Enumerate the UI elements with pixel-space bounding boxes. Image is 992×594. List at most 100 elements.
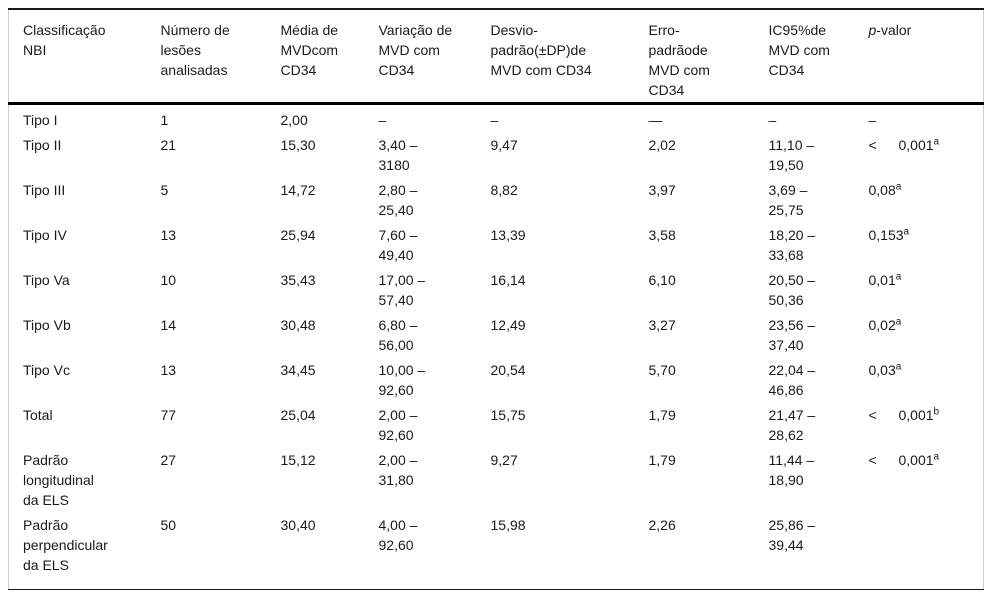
cell-classificacao: Tipo II	[23, 137, 62, 153]
cell-desvio: 9,27	[490, 452, 518, 468]
table-row: Tipo Vb 14 30,48 6,80 – 56,00 12,49 3,27 23,56…	[9, 313, 984, 358]
cell-variacao: 3,40 – 3180	[378, 137, 418, 173]
cell-media: 15,12	[280, 452, 316, 468]
p-value-text: 0,01	[868, 272, 896, 288]
cell-media: 25,04	[280, 407, 316, 423]
table-row: Padrão longitudinal da ELS 27 15,12 2,00 – …	[9, 448, 984, 513]
cell-erro: 5,70	[648, 362, 676, 378]
cell-variacao: –	[378, 112, 387, 128]
header-erro-padrao: Erro- padrãode MVD com CD34	[634, 9, 755, 105]
p-value-text: 0,08	[868, 182, 896, 198]
less-than-sign: <	[868, 137, 877, 153]
cell-n: 13	[160, 227, 177, 243]
cell-classificacao: Total	[23, 407, 53, 423]
header-ic95: IC95%de MVD com CD34	[754, 9, 855, 105]
p-value-superscript: a	[895, 361, 902, 373]
cell-p-valor: <0,001a	[855, 448, 984, 513]
cell-variacao: 6,80 – 56,00	[378, 317, 418, 353]
header-media-mvd: Média de MVDcom CD34	[266, 9, 365, 105]
cell-p-valor: 0,02a	[855, 313, 984, 358]
cell-ic95: 11,44 – 18,90	[768, 452, 815, 488]
header-p-valor: p-valor	[854, 9, 984, 105]
p-value-superscript: a	[895, 181, 902, 193]
cell-classificacao: Tipo III	[23, 182, 66, 198]
less-than-sign: <	[868, 452, 877, 468]
p-valor-italic-p: p	[868, 22, 877, 38]
cell-erro: 1,79	[648, 407, 676, 423]
p-value-text: 0,001	[898, 452, 934, 468]
cell-n: 77	[160, 407, 177, 423]
cell-n: 14	[160, 317, 177, 333]
cell-desvio: 20,54	[490, 362, 526, 378]
cell-variacao: 7,60 – 49,40	[378, 227, 418, 263]
header-numero-lesoes: Número de lesões analisadas	[146, 9, 267, 105]
p-value-text: 0,153	[868, 227, 904, 243]
cell-variacao: 10,00 – 92,60	[378, 362, 426, 398]
cell-p-valor: 0,08a	[855, 178, 984, 223]
cell-ic95: 23,56 – 37,40	[768, 317, 816, 353]
p-value-superscript: a	[903, 226, 910, 238]
cell-classificacao: Tipo Vc	[23, 362, 70, 378]
p-value-text: 0,001	[898, 137, 934, 153]
cell-media: 25,94	[280, 227, 316, 243]
cell-erro: 2,02	[648, 137, 676, 153]
cell-desvio: 15,75	[490, 407, 526, 423]
p-value-text: 0,001	[898, 407, 934, 423]
table-row: Tipo Vc 13 34,45 10,00 – 92,60 20,54 5,70 22,0…	[9, 358, 984, 403]
cell-desvio: 12,49	[490, 317, 526, 333]
cell-classificacao: Tipo IV	[23, 227, 67, 243]
cell-n: 50	[160, 517, 177, 533]
less-than-sign: <	[868, 407, 877, 423]
cell-ic95: 11,10 – 19,50	[768, 137, 815, 173]
cell-desvio: 15,98	[490, 517, 526, 533]
cell-ic95: 3,69 – 25,75	[768, 182, 808, 218]
cell-p-valor: <0,001a	[855, 133, 984, 178]
cell-p-valor: 0,01a	[855, 268, 984, 313]
p-value-text: 0,02	[868, 317, 896, 333]
header-desvio-padrao: Desvio- padrão(±DP)de MVD com CD34	[476, 9, 635, 105]
cell-desvio: 16,14	[490, 272, 526, 288]
cell-erro: 1,79	[648, 452, 676, 468]
cell-n: 21	[160, 137, 177, 153]
cell-ic95: 22,04 – 46,86	[768, 362, 816, 398]
cell-media: 35,43	[280, 272, 316, 288]
table-header: Classificação NBI Número de lesões anali…	[8, 9, 984, 105]
cell-variacao: 4,00 – 92,60	[378, 517, 418, 553]
cell-classificacao: Tipo I	[23, 112, 58, 128]
cell-media: 30,40	[280, 517, 316, 533]
cell-n: 10	[160, 272, 177, 288]
cell-erro: 3,97	[648, 182, 676, 198]
cell-classificacao: Tipo Va	[23, 272, 70, 288]
nbi-cd34-table: Classificação NBI Número de lesões anali…	[8, 8, 984, 590]
table-row: Padrão perpendicular da ELS 50 30,40 4,00 –…	[9, 513, 984, 590]
table-row: Tipo Va 10 35,43 17,00 – 57,40 16,14 6,10 20,5…	[9, 268, 984, 313]
cell-classificacao: Tipo Vb	[23, 317, 71, 333]
cell-desvio: 8,82	[490, 182, 518, 198]
cell-media: 2,00	[280, 112, 308, 128]
p-valor-label-rest: -valor	[876, 22, 912, 38]
cell-ic95: 21,47 – 28,62	[768, 407, 816, 443]
cell-erro: 2,26	[648, 517, 676, 533]
table-row: Tipo II 21 15,30 3,40 – 3180 9,47 2,02 11,10 –…	[9, 133, 984, 178]
cell-classificacao: Padrão perpendicular da ELS	[23, 517, 108, 573]
table-row: Total 77 25,04 2,00 – 92,60 15,75 1,79 21,47 –…	[9, 403, 984, 448]
cell-erro: —	[648, 112, 663, 128]
cell-ic95: 20,50 – 50,36	[768, 272, 816, 308]
cell-ic95: 18,20 – 33,68	[768, 227, 816, 263]
p-value-text: –	[868, 112, 877, 128]
cell-desvio: –	[490, 112, 499, 128]
cell-p-valor	[855, 513, 984, 590]
cell-p-valor: 0,153a	[855, 223, 984, 268]
cell-variacao: 2,80 – 25,40	[378, 182, 418, 218]
cell-n: 5	[160, 182, 169, 198]
cell-ic95: –	[768, 112, 777, 128]
p-value-superscript: a	[933, 136, 940, 148]
cell-variacao: 2,00 – 31,80	[378, 452, 418, 488]
cell-media: 34,45	[280, 362, 316, 378]
cell-media: 14,72	[280, 182, 316, 198]
p-value-text: 0,03	[868, 362, 896, 378]
p-value-superscript: b	[933, 406, 940, 418]
cell-erro: 3,58	[648, 227, 676, 243]
cell-variacao: 17,00 – 57,40	[378, 272, 426, 308]
header-row: Classificação NBI Número de lesões anali…	[8, 9, 984, 105]
